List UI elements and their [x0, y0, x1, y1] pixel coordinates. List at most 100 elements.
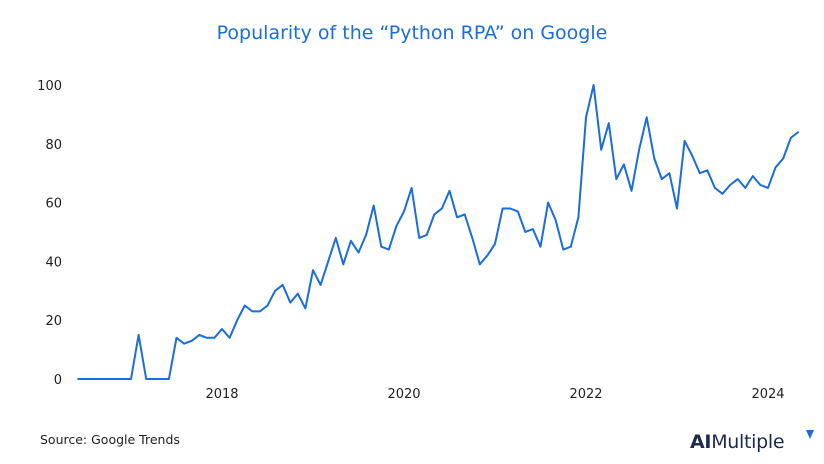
data-point: [228, 337, 231, 339]
data-point: [403, 210, 405, 213]
data-point: [661, 178, 663, 180]
data-point: [645, 116, 648, 119]
data-point: [365, 234, 367, 236]
y-tick-label: 100: [37, 79, 62, 94]
data-point: [259, 310, 261, 313]
data-point: [160, 378, 163, 380]
data-point: [297, 292, 299, 295]
data-point: [115, 378, 117, 380]
data-point: [425, 234, 428, 236]
y-tick-label: 80: [45, 138, 62, 153]
y-tick-label: 20: [45, 314, 62, 329]
data-point: [774, 166, 777, 169]
data-point: [767, 187, 769, 189]
data-point: [471, 237, 474, 239]
data-point: [334, 237, 337, 239]
data-point: [752, 175, 754, 177]
data-point: [319, 284, 322, 286]
data-point: [456, 216, 458, 219]
data-point: [668, 172, 671, 174]
x-tick-label: 2018: [205, 387, 238, 402]
data-point: [418, 237, 420, 239]
data-point: [736, 178, 739, 180]
y-tick-label: 60: [45, 197, 62, 212]
data-point: [706, 169, 709, 172]
data-point: [516, 210, 519, 213]
data-point: [281, 284, 284, 286]
data-point: [676, 207, 678, 210]
data-point: [213, 337, 216, 339]
data-point: [653, 157, 656, 160]
data-point: [782, 157, 784, 160]
data-point: [342, 263, 345, 266]
data-point: [243, 304, 246, 307]
data-point: [479, 263, 481, 266]
data-point: [304, 307, 307, 310]
data-point: [585, 116, 587, 119]
data-point: [190, 339, 193, 342]
data-point: [433, 213, 436, 216]
aimultiple-logo: AIMultiple: [690, 431, 785, 453]
data-point: [175, 337, 178, 339]
data-point: [501, 207, 504, 210]
series-line: [77, 84, 799, 380]
data-point: [266, 304, 269, 307]
data-point: [638, 148, 640, 151]
y-tick-label: 0: [54, 373, 62, 388]
data-point: [274, 290, 276, 292]
data-point: [312, 269, 314, 272]
data-point: [524, 231, 527, 233]
x-tick-label: 2022: [569, 387, 602, 402]
chart-title: Popularity of the “Python RPA” on Google: [216, 22, 608, 44]
data-point: [683, 140, 686, 142]
data-point: [380, 245, 383, 248]
data-point: [607, 122, 610, 125]
data-point: [494, 242, 496, 245]
data-point: [600, 148, 602, 151]
data-point: [721, 192, 724, 195]
data-point: [388, 248, 390, 251]
data-point: [592, 84, 595, 86]
data-point: [729, 184, 731, 186]
source-note: Source: Google Trends: [40, 432, 180, 447]
data-point: [615, 178, 618, 180]
data-point: [797, 131, 800, 133]
data-point: [570, 245, 572, 248]
data-point: [532, 228, 534, 230]
data-point: [236, 319, 238, 322]
data-point: [168, 378, 170, 380]
data-point: [122, 378, 125, 380]
data-point: [554, 219, 557, 222]
data-point: [714, 187, 716, 189]
data-point: [744, 187, 747, 189]
data-point: [372, 204, 375, 207]
data-point: [130, 378, 132, 380]
y-tick-label: 40: [45, 255, 62, 270]
data-point: [410, 187, 413, 189]
data-point: [759, 184, 762, 186]
data-point: [486, 254, 489, 257]
data-point: [441, 207, 443, 210]
x-tick-label: 2020: [387, 387, 420, 402]
data-point: [691, 154, 693, 157]
data-point: [463, 213, 466, 216]
data-point: [137, 334, 140, 336]
data-point: [509, 207, 511, 210]
data-point: [539, 245, 542, 248]
data-point: [145, 378, 147, 380]
data-point: [698, 172, 701, 174]
x-tick-label: 2024: [751, 387, 784, 402]
data-point: [206, 337, 208, 339]
data-point: [577, 216, 580, 219]
data-point: [448, 190, 451, 192]
data-point: [152, 378, 155, 380]
data-point: [789, 137, 792, 139]
data-point: [350, 240, 352, 242]
data-point: [84, 378, 87, 380]
data-point: [395, 225, 398, 227]
data-point: [289, 301, 292, 304]
data-point: [562, 248, 565, 251]
data-point: [198, 334, 201, 336]
data-point: [107, 378, 110, 380]
